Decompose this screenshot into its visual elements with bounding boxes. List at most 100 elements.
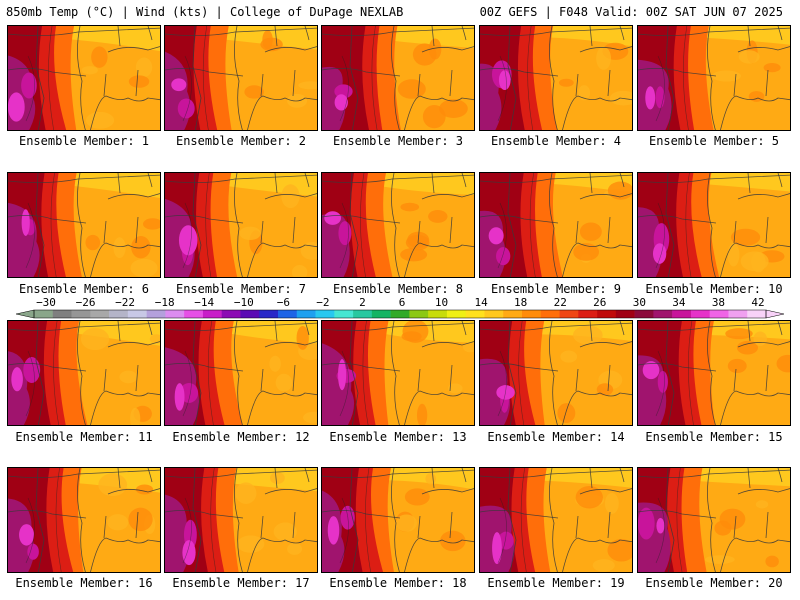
ensemble-map-panel-4 [479, 25, 633, 131]
colorbar-swatch [672, 310, 692, 318]
colorbar-tick-label: 6 [399, 296, 406, 309]
ensemble-member-label-1: Ensemble Member: 1 [18, 134, 150, 148]
ensemble-map-panel-9 [479, 172, 633, 278]
colorbar-swatch [634, 310, 654, 318]
colorbar-swatch [653, 310, 673, 318]
colorbar-swatch [409, 310, 429, 318]
ensemble-map-panel-6 [7, 172, 161, 278]
colorbar-tick-label: 22 [554, 296, 567, 309]
header-title: 850mb Temp (°C) | Wind (kts) | College o… [6, 5, 404, 19]
ensemble-map-panel-10 [637, 172, 791, 278]
colorbar-swatch [559, 310, 579, 318]
ensemble-member-label-19: Ensemble Member: 19 [487, 576, 625, 590]
colorbar-swatch [146, 310, 166, 318]
ensemble-member-label-8: Ensemble Member: 8 [332, 282, 464, 296]
colorbar-tick-label: 26 [593, 296, 606, 309]
ensemble-member-label-9: Ensemble Member: 9 [490, 282, 622, 296]
colorbar-tick-label: −18 [155, 296, 175, 309]
ensemble-map-panel-5 [637, 25, 791, 131]
ensemble-map-panel-14 [479, 320, 633, 426]
ensemble-member-label-6: Ensemble Member: 6 [18, 282, 150, 296]
colorbar-swatch [446, 310, 466, 318]
ensemble-map-panel-8 [321, 172, 475, 278]
ensemble-member-label-3: Ensemble Member: 3 [332, 134, 464, 148]
colorbar-swatch [259, 310, 279, 318]
colorbar-tick-label: 2 [359, 296, 366, 309]
colorbar-swatch [428, 310, 448, 318]
colorbar-tick-label: 38 [712, 296, 725, 309]
ensemble-map-panel-3 [321, 25, 475, 131]
colorbar-swatch [522, 310, 542, 318]
colorbar-swatch [371, 310, 391, 318]
colorbar-swatch [296, 310, 316, 318]
ensemble-map-panel-7 [164, 172, 318, 278]
colorbar-swatch [109, 310, 129, 318]
ensemble-member-label-20: Ensemble Member: 20 [645, 576, 783, 590]
colorbar-swatch [503, 310, 523, 318]
colorbar-swatch [34, 310, 54, 318]
colorbar-swatch [615, 310, 635, 318]
ensemble-member-label-15: Ensemble Member: 15 [645, 430, 783, 444]
ensemble-member-label-18: Ensemble Member: 18 [329, 576, 467, 590]
colorbar-tick-label: 34 [672, 296, 686, 309]
colorbar-tick-label: 30 [633, 296, 646, 309]
ensemble-map-panel-1 [7, 25, 161, 131]
colorbar-swatch [90, 310, 110, 318]
colorbar-right-arrow [765, 309, 785, 319]
colorbar-swatch [127, 310, 147, 318]
colorbar-swatch [578, 310, 598, 318]
colorbar-tick-label: −10 [234, 296, 254, 309]
colorbar-swatch [690, 310, 710, 318]
colorbar-tick-label: 18 [514, 296, 527, 309]
ensemble-member-label-12: Ensemble Member: 12 [172, 430, 310, 444]
colorbar-swatch [484, 310, 504, 318]
colorbar-swatch [278, 310, 298, 318]
colorbar-swatch [202, 310, 222, 318]
colorbar-swatch [353, 310, 373, 318]
colorbar-swatch [709, 310, 729, 318]
colorbar-tick-label: −2 [316, 296, 329, 309]
ensemble-member-label-14: Ensemble Member: 14 [487, 430, 625, 444]
ensemble-map-panel-19 [479, 467, 633, 573]
ensemble-map-panel-17 [164, 467, 318, 573]
colorbar-swatch [597, 310, 617, 318]
colorbar-left-arrow [15, 309, 35, 319]
ensemble-member-label-10: Ensemble Member: 10 [645, 282, 783, 296]
colorbar-swatch [52, 310, 72, 318]
colorbar-tick-label: 10 [435, 296, 448, 309]
colorbar-swatch [390, 310, 410, 318]
colorbar-tick-label: 42 [751, 296, 764, 309]
ensemble-map-panel-20 [637, 467, 791, 573]
ensemble-member-label-4: Ensemble Member: 4 [490, 134, 622, 148]
colorbar-tick-label: −26 [76, 296, 96, 309]
colorbar-tick-label: −30 [36, 296, 56, 309]
ensemble-member-label-5: Ensemble Member: 5 [648, 134, 780, 148]
colorbar-swatch [747, 310, 767, 318]
temperature-colorbar: −30 −26 −22 −18 −14 −10 −6 −2 2 6 10 14 18 22 26 30 34 38… [15, 296, 785, 319]
ensemble-member-label-17: Ensemble Member: 17 [172, 576, 310, 590]
ensemble-map-panel-12 [164, 320, 318, 426]
colorbar-tick-label: 14 [474, 296, 488, 309]
ensemble-map-panel-16 [7, 467, 161, 573]
colorbar-swatch [221, 310, 241, 318]
colorbar-tick-label: −22 [115, 296, 135, 309]
colorbar-swatch [71, 310, 91, 318]
ensemble-member-label-13: Ensemble Member: 13 [329, 430, 467, 444]
colorbar-swatch [165, 310, 185, 318]
colorbar-tick-label: −14 [194, 296, 214, 309]
ensemble-member-label-2: Ensemble Member: 2 [175, 134, 307, 148]
colorbar-swatch [184, 310, 204, 318]
colorbar-swatch [540, 310, 560, 318]
ensemble-map-panel-2 [164, 25, 318, 131]
colorbar-swatch [315, 310, 335, 318]
ensemble-member-label-11: Ensemble Member: 11 [15, 430, 153, 444]
header-valid-time: 00Z GEFS | F048 Valid: 00Z SAT JUN 07 20… [479, 5, 783, 19]
colorbar-swatch [240, 310, 260, 318]
colorbar-swatch [334, 310, 354, 318]
colorbar-swatch [465, 310, 485, 318]
ensemble-map-panel-18 [321, 467, 475, 573]
colorbar-tick-label: −6 [277, 296, 290, 309]
ensemble-member-label-7: Ensemble Member: 7 [175, 282, 307, 296]
ensemble-map-panel-15 [637, 320, 791, 426]
ensemble-member-label-16: Ensemble Member: 16 [15, 576, 153, 590]
